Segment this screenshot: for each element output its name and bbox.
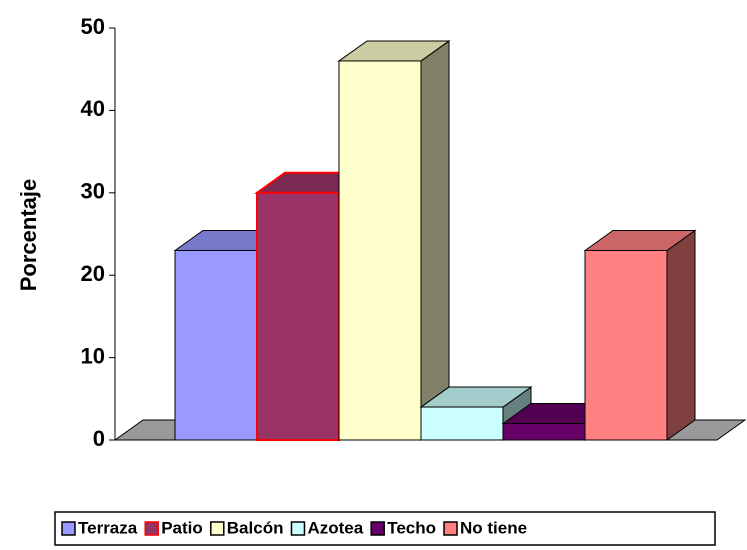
- y-tick-label: 50: [81, 14, 105, 39]
- legend-swatch: [370, 521, 385, 536]
- legend-label: Balcón: [227, 518, 284, 537]
- y-tick-label: 10: [81, 343, 105, 368]
- bar: [584, 249, 668, 441]
- y-tick-label: 30: [81, 179, 105, 204]
- y-axis-label: Porcentaje: [16, 179, 41, 292]
- legend-label: Techo: [387, 518, 436, 537]
- legend-label: No tiene: [460, 518, 527, 537]
- legend-box: [54, 511, 716, 546]
- legend-swatch: [290, 521, 306, 536]
- bar: [420, 406, 504, 441]
- bar: [502, 423, 586, 441]
- y-tick-label: 20: [81, 261, 105, 286]
- bar-side: [666, 229, 696, 441]
- y-tick-label: 0: [93, 426, 105, 451]
- legend-swatch: [144, 521, 159, 536]
- legend-label: Terraza: [78, 518, 138, 537]
- bar: [174, 249, 258, 441]
- bar: [338, 60, 422, 441]
- legend-swatch: [210, 521, 225, 536]
- bar-side: [420, 39, 450, 441]
- bar: [256, 191, 340, 441]
- legend-swatch: [61, 521, 76, 536]
- legend-swatch: [443, 521, 458, 536]
- y-tick-label: 40: [81, 96, 105, 121]
- legend-label: Patio: [161, 518, 203, 537]
- legend-label: Azotea: [307, 518, 363, 537]
